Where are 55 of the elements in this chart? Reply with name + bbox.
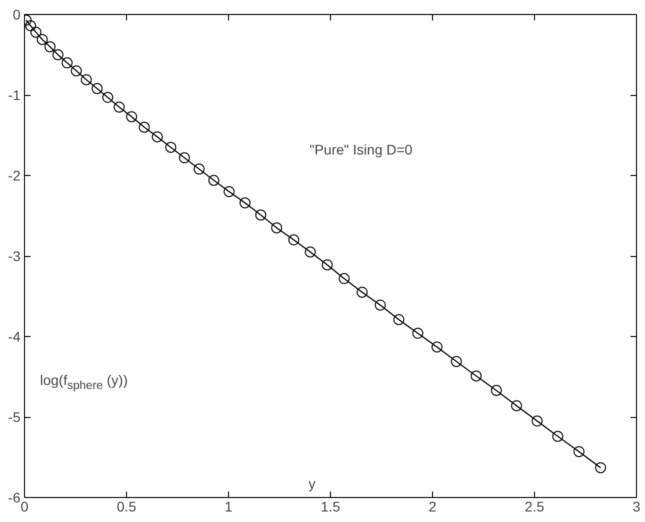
point <box>114 102 125 113</box>
point <box>62 57 73 68</box>
point <box>102 92 114 103</box>
point <box>431 341 442 352</box>
point <box>52 49 64 60</box>
point <box>511 400 522 412</box>
point <box>374 300 386 311</box>
x-tick-label: 0.5 <box>116 498 136 514</box>
x-tick-label: 1.5 <box>320 498 340 514</box>
y-axis-title: log(f$_{sphere}$ (y)) <box>40 371 128 394</box>
x-tick-label: 2 <box>428 498 437 514</box>
annotation: "Pure" Ising D=0 <box>310 142 413 158</box>
point <box>470 370 482 382</box>
point <box>70 65 82 76</box>
point <box>450 356 462 367</box>
y-tick-label: -2 <box>8 168 21 184</box>
point <box>240 197 251 208</box>
x-tick-label: 3 <box>632 498 641 514</box>
y-tick-label: 0 <box>12 6 21 22</box>
x-tick-label: 1 <box>224 498 233 514</box>
point <box>595 462 606 474</box>
point <box>44 41 56 52</box>
point <box>165 142 176 153</box>
y-tick-label: -5 <box>8 409 21 425</box>
point <box>152 131 163 142</box>
point <box>552 430 564 442</box>
point <box>92 83 103 94</box>
point <box>393 314 404 326</box>
point <box>338 273 350 284</box>
y-tick-label: -1 <box>8 87 21 103</box>
y-tick-label: -6 <box>8 490 21 506</box>
y-tick-label: -3 <box>8 248 21 264</box>
point <box>208 174 220 186</box>
x-tick-label: 2.5 <box>524 498 544 514</box>
x-axis-title: y <box>308 476 316 492</box>
point <box>194 164 205 175</box>
point <box>271 222 282 234</box>
point <box>80 74 92 86</box>
point <box>178 152 190 164</box>
point <box>255 209 266 220</box>
point <box>30 26 42 38</box>
point <box>224 186 235 198</box>
point <box>25 20 36 32</box>
point <box>412 328 424 339</box>
y-tick-label: -4 <box>8 328 21 344</box>
point <box>532 416 543 427</box>
point <box>36 34 48 45</box>
point <box>138 122 150 133</box>
point <box>573 446 584 458</box>
point <box>356 286 368 298</box>
point <box>322 259 333 270</box>
point <box>288 234 300 246</box>
point <box>126 111 138 122</box>
point <box>490 384 502 396</box>
point <box>304 246 316 258</box>
